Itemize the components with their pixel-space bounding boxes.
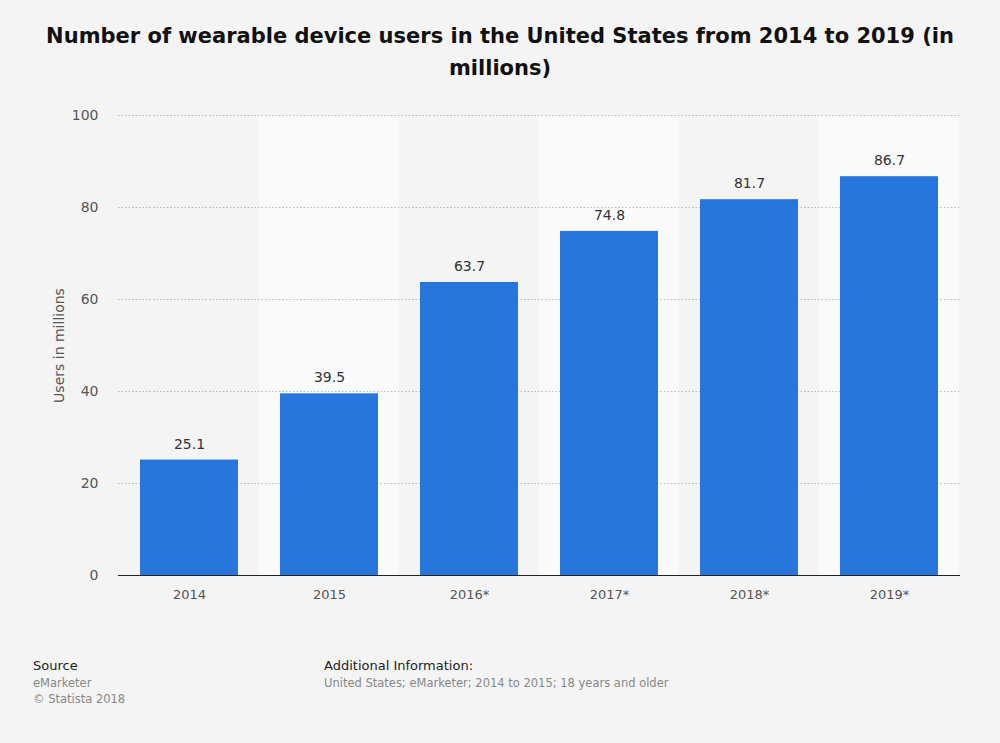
svg-text:20: 20: [81, 475, 99, 491]
svg-text:74.8: 74.8: [594, 207, 625, 223]
svg-text:2014: 2014: [173, 587, 206, 602]
html-text:eMarketer: eMarketer: [33, 676, 92, 690]
svg-text:60: 60: [81, 291, 99, 307]
svg-text:2016*: 2016*: [450, 587, 490, 602]
svg-text:80: 80: [81, 199, 99, 215]
svg-text:Users in millions: Users in millions: [51, 288, 67, 403]
svg-text:2019*: 2019*: [870, 587, 910, 602]
svg-text:63.7: 63.7: [454, 258, 485, 274]
html-text:Additional Information:: Additional Information:: [324, 658, 473, 673]
svg-text:86.7: 86.7: [874, 152, 905, 168]
html-text:Source: Source: [33, 658, 78, 673]
html-text:Number of wearable device user: Number of wearable device users in the U…: [46, 24, 954, 80]
html-text:United States; eMarketer; 2014: United States; eMarketer; 2014 to 2015; …: [324, 676, 669, 690]
svg-text:81.7: 81.7: [734, 175, 765, 191]
html-text:© Statista 2018: © Statista 2018: [33, 692, 126, 706]
svg-text:100: 100: [72, 107, 99, 123]
svg-text:25.1: 25.1: [174, 436, 205, 452]
svg-text:2018*: 2018*: [730, 587, 770, 602]
svg-text:2015: 2015: [313, 587, 346, 602]
svg-text:40: 40: [81, 383, 99, 399]
svg-text:39.5: 39.5: [314, 369, 345, 385]
svg-text:2017*: 2017*: [590, 587, 630, 602]
svg-text:0: 0: [90, 567, 99, 583]
